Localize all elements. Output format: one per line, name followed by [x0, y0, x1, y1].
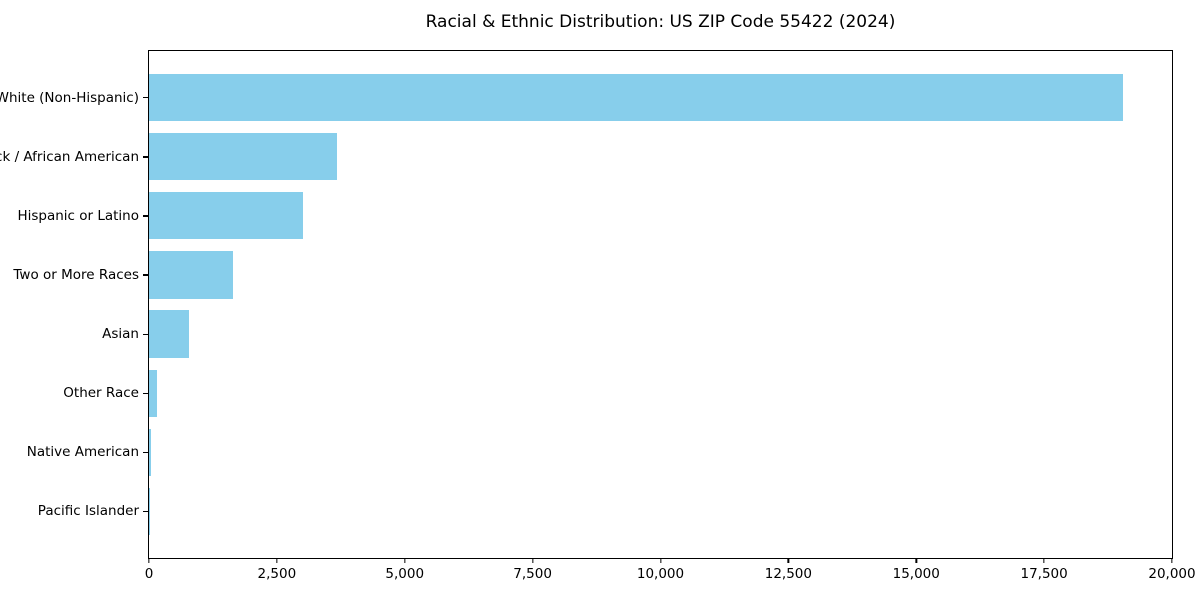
x-axis-tick	[659, 558, 662, 563]
y-axis-tick	[143, 392, 148, 394]
y-axis-tick	[143, 97, 148, 99]
plot-area: White (Non-Hispanic) Black / African Amer…	[0, 50, 1196, 582]
y-axis-tick	[143, 156, 148, 158]
chart-title: Racial & Ethnic Distribution: US ZIP Cod…	[425, 12, 896, 32]
bar-two-or-more-races	[149, 251, 233, 299]
y-tick-label-two-or-more-races: Two or More Races	[13, 266, 139, 283]
bar-white-non-hispanic	[149, 74, 1124, 122]
x-axis-tick	[1043, 558, 1045, 563]
y-axis-tick	[143, 274, 148, 276]
bar-asian	[149, 310, 189, 358]
bar-hispanic-or-latino	[149, 192, 303, 240]
y-tick-label-native-american: Native American	[26, 444, 139, 461]
y-tick-label-asian: Asian	[102, 326, 139, 343]
bar-pacific-islander	[149, 487, 150, 535]
x-tick-label-0: 0	[144, 566, 154, 582]
y-tick-label-pacific-islander: Pacific Islander	[37, 503, 139, 520]
x-axis-tick	[404, 558, 406, 563]
bar-black-african-american	[149, 133, 337, 181]
x-axis-tick	[531, 558, 534, 563]
x-tick-label-5000: 5,000	[385, 566, 425, 582]
x-axis-tick	[1171, 558, 1173, 563]
x-axis-tick	[148, 558, 150, 563]
y-tick-label-hispanic-or-latino: Hispanic or Latino	[17, 207, 139, 224]
x-tick-label-15000: 15,000	[892, 566, 940, 582]
x-tick-label-12500: 12,500	[764, 566, 812, 582]
x-tick-label-20000: 20,000	[1148, 566, 1196, 582]
bar-native-american	[149, 428, 151, 476]
x-tick-label-17500: 17,500	[1020, 566, 1068, 582]
y-tick-label-black-african-american: Black / African American	[0, 148, 139, 165]
y-axis-tick	[143, 215, 148, 217]
y-tick-label-white-non-hispanic: White (Non-Hispanic)	[0, 89, 139, 106]
x-tick-label-2500: 2,500	[257, 566, 297, 582]
x-axis-tick	[276, 558, 278, 563]
x-tick-label-10000: 10,000	[636, 566, 685, 582]
bar-other-race	[149, 369, 157, 417]
x-axis-tick	[915, 558, 917, 563]
x-tick-label-7500: 7,500	[513, 566, 552, 582]
y-axis-tick	[143, 451, 148, 454]
y-tick-label-other-race: Other Race	[63, 385, 139, 402]
y-axis-tick	[143, 333, 148, 335]
x-axis-tick	[787, 558, 790, 563]
y-axis-tick	[143, 510, 148, 513]
